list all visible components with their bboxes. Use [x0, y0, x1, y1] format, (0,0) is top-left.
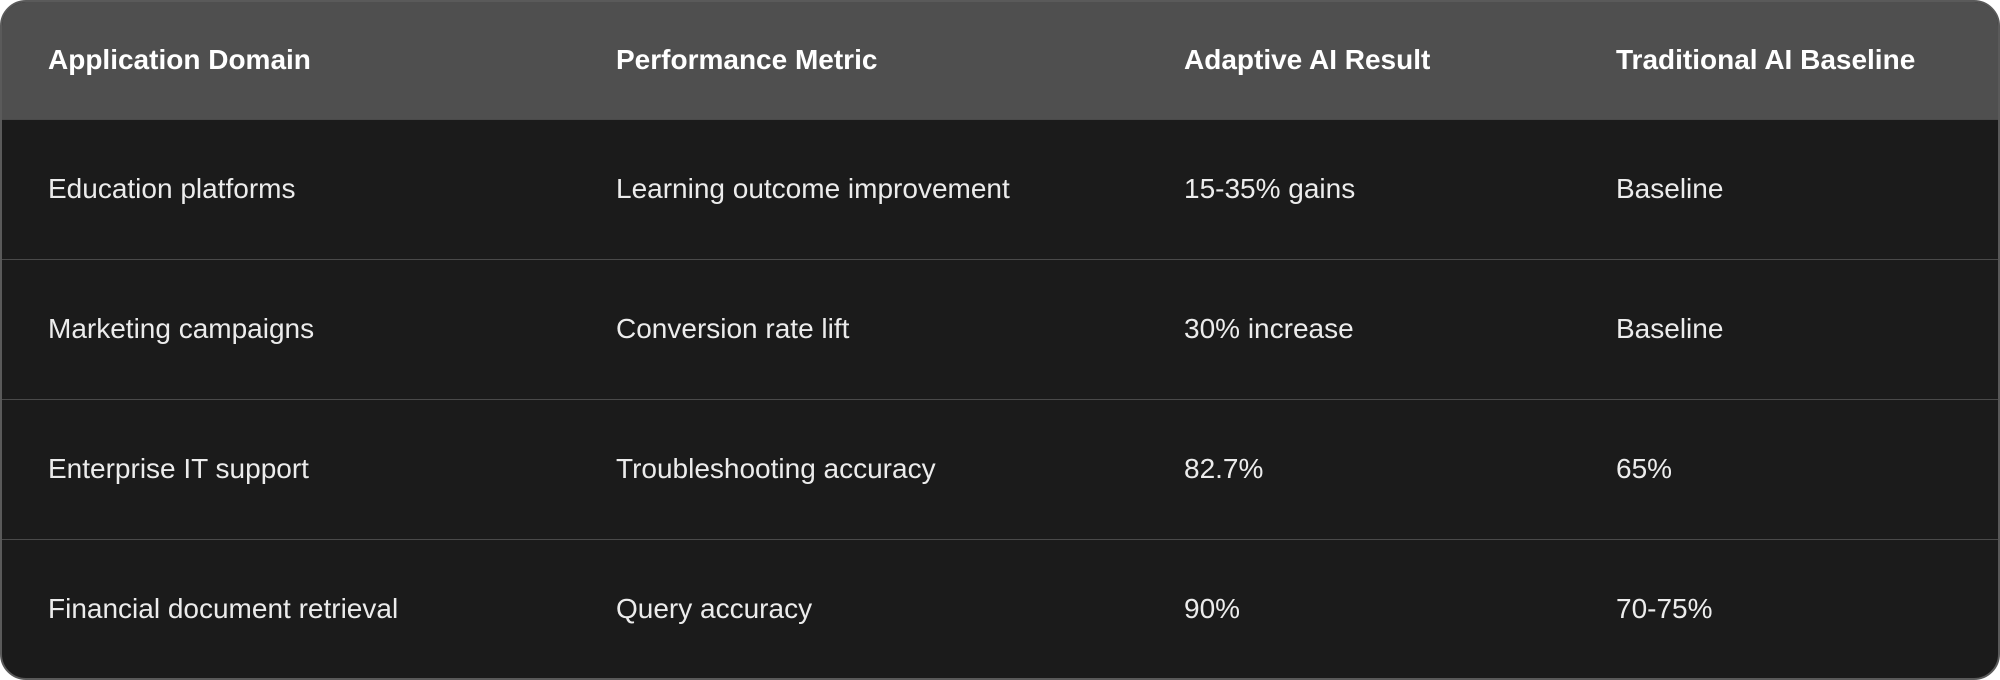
cell-text: Troubleshooting accuracy [616, 453, 936, 484]
table-cell: Conversion rate lift [570, 259, 1138, 399]
table-cell: Education platforms [2, 119, 570, 259]
cell-text: 82.7% [1184, 453, 1264, 484]
table-cell: 90% [1138, 539, 1570, 678]
table-cell: Financial document retrieval [2, 539, 570, 678]
header-row: Application Domain Performance Metric Adap… [2, 2, 1998, 119]
table-cell: Troubleshooting accuracy [570, 399, 1138, 539]
table-cell: 30% increase [1138, 259, 1570, 399]
table-row: Enterprise IT support Troubleshooting acc… [2, 399, 1998, 539]
cell-text: 65% [1616, 453, 1673, 484]
table-cell: Baseline [1570, 119, 1998, 259]
cell-text: Marketing campaigns [48, 313, 315, 344]
cell-text: 70-75% [1616, 593, 1713, 625]
cell-text: 30% increase [1184, 313, 1354, 344]
cell-text: Baseline [1616, 313, 1724, 344]
table-cell: Learning outcome improvement [570, 119, 1138, 259]
table-cell: 65% [1570, 399, 1998, 539]
header-cell: Adaptive AI Result [1184, 44, 1431, 76]
table-cell: Query accuracy [570, 539, 1138, 678]
table-row: Education platforms Learning outcome impr… [2, 119, 1998, 259]
table-row: Financial document retrieval Query accura… [2, 539, 1998, 678]
header-cell: Application Domain [48, 44, 311, 76]
header-cell: Traditional AI Baseline [1616, 44, 1916, 76]
cell-text: Conversion rate lift [616, 313, 850, 344]
cell-text: 15-35% gains [1184, 173, 1356, 204]
cell-text: Education platforms [48, 173, 296, 204]
cell-text: 90% [1184, 593, 1241, 625]
header-cell: Performance Metric [616, 44, 878, 76]
cell-text: Enterprise IT support [48, 453, 309, 484]
table-cell: 15-35% gains [1138, 119, 1570, 259]
table-body: Education platforms Learning outcome impr… [2, 119, 1998, 678]
cell-text: Financial document retrieval [48, 593, 399, 625]
cell-text: Learning outcome improvement [616, 173, 1010, 204]
cell-text: Query accuracy [616, 593, 813, 625]
table-cell: 70-75% [1570, 539, 1998, 678]
table-cell: Baseline [1570, 259, 1998, 399]
cell-text: Baseline [1616, 173, 1724, 204]
table-cell: Enterprise IT support [2, 399, 570, 539]
table-row: Marketing campaigns Conversion rate lift 3… [2, 259, 1998, 399]
table-cell: 82.7% [1138, 399, 1570, 539]
table-cell: Marketing campaigns [2, 259, 570, 399]
